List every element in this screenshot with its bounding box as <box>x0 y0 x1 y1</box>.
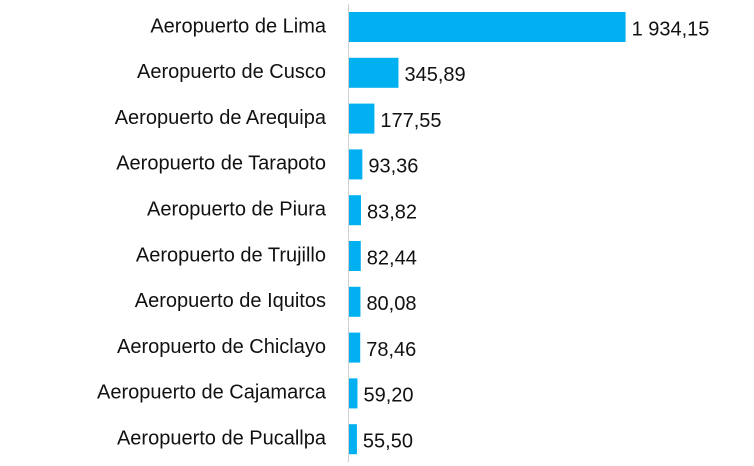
value-label: 59,20 <box>363 385 413 407</box>
category-label: Aeropuerto de Trujillo <box>136 244 326 266</box>
value-label: 93,36 <box>368 156 418 178</box>
bar <box>349 57 399 88</box>
bar <box>349 378 358 409</box>
bar <box>349 12 626 42</box>
bar <box>349 286 361 317</box>
bar <box>349 424 357 455</box>
value-label: 83,82 <box>367 201 417 223</box>
category-label: Aeropuerto de Piura <box>147 198 327 220</box>
category-label: Aeropuerto de Cajamarca <box>97 382 327 404</box>
bar <box>349 332 361 363</box>
value-label: 177,55 <box>380 110 441 132</box>
category-label: Aeropuerto de Chiclayo <box>117 336 326 358</box>
category-label: Aeropuerto de Pucallpa <box>117 427 327 449</box>
bar <box>349 149 363 180</box>
value-label: 78,46 <box>366 339 416 361</box>
value-label: 55,50 <box>363 430 413 452</box>
value-label: 80,08 <box>366 293 416 315</box>
bar <box>349 241 361 271</box>
category-label: Aeropuerto de Arequipa <box>115 107 327 129</box>
value-label: 1 934,15 <box>632 18 710 40</box>
bar <box>349 103 375 134</box>
value-label: 345,89 <box>404 64 465 86</box>
category-label: Aeropuerto de Tarapoto <box>116 153 326 175</box>
category-label: Aeropuerto de Lima <box>150 15 327 37</box>
value-label: 82,44 <box>367 247 417 269</box>
category-label: Aeropuerto de Iquitos <box>135 290 326 312</box>
bar <box>349 195 361 226</box>
category-label: Aeropuerto de Cusco <box>137 61 326 83</box>
